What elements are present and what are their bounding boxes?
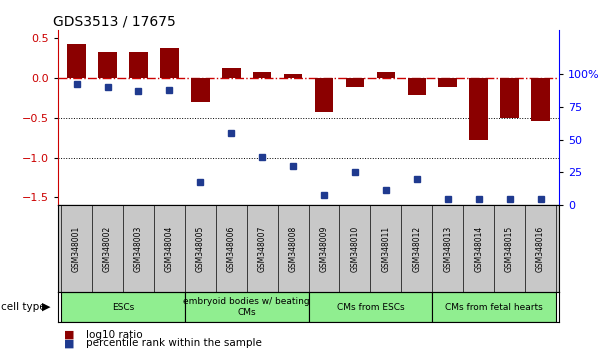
Bar <box>315 78 333 112</box>
Text: ▶: ▶ <box>42 302 51 312</box>
Text: GSM348016: GSM348016 <box>536 225 545 272</box>
Text: GSM348006: GSM348006 <box>227 225 236 272</box>
Text: GSM348010: GSM348010 <box>351 225 359 272</box>
Text: log10 ratio: log10 ratio <box>86 330 142 339</box>
Text: GSM348002: GSM348002 <box>103 225 112 272</box>
Text: GSM348012: GSM348012 <box>412 225 422 272</box>
Bar <box>67 44 86 78</box>
Text: ■: ■ <box>64 338 75 348</box>
Text: GSM348008: GSM348008 <box>288 225 298 272</box>
Bar <box>309 292 432 322</box>
Bar <box>439 78 457 87</box>
Bar <box>160 48 178 78</box>
Bar <box>531 78 550 121</box>
Text: GSM348007: GSM348007 <box>258 225 266 272</box>
Bar <box>191 78 210 102</box>
Bar <box>284 74 302 78</box>
Bar <box>346 78 364 87</box>
Bar <box>432 292 556 322</box>
Bar <box>129 52 148 78</box>
Bar <box>500 78 519 118</box>
Text: embryoid bodies w/ beating
CMs: embryoid bodies w/ beating CMs <box>183 297 310 317</box>
Text: GSM348011: GSM348011 <box>381 225 390 272</box>
Text: CMs from fetal hearts: CMs from fetal hearts <box>445 303 543 312</box>
Text: ESCs: ESCs <box>112 303 134 312</box>
Text: GSM348009: GSM348009 <box>320 225 329 272</box>
Text: GSM348004: GSM348004 <box>165 225 174 272</box>
Text: GSM348015: GSM348015 <box>505 225 514 272</box>
Bar <box>408 78 426 95</box>
Text: GSM348003: GSM348003 <box>134 225 143 272</box>
Bar <box>376 72 395 78</box>
Bar <box>222 68 241 78</box>
Bar <box>469 78 488 140</box>
Text: GSM348013: GSM348013 <box>443 225 452 272</box>
Bar <box>61 292 185 322</box>
Text: GSM348005: GSM348005 <box>196 225 205 272</box>
Text: ■: ■ <box>64 330 75 339</box>
Bar <box>185 292 309 322</box>
Text: percentile rank within the sample: percentile rank within the sample <box>86 338 262 348</box>
Text: cell type: cell type <box>1 302 46 312</box>
Text: GSM348014: GSM348014 <box>474 225 483 272</box>
Bar <box>98 52 117 78</box>
Text: CMs from ESCs: CMs from ESCs <box>337 303 404 312</box>
Text: GDS3513 / 17675: GDS3513 / 17675 <box>53 15 176 29</box>
Text: GSM348001: GSM348001 <box>72 225 81 272</box>
Bar <box>253 72 271 78</box>
